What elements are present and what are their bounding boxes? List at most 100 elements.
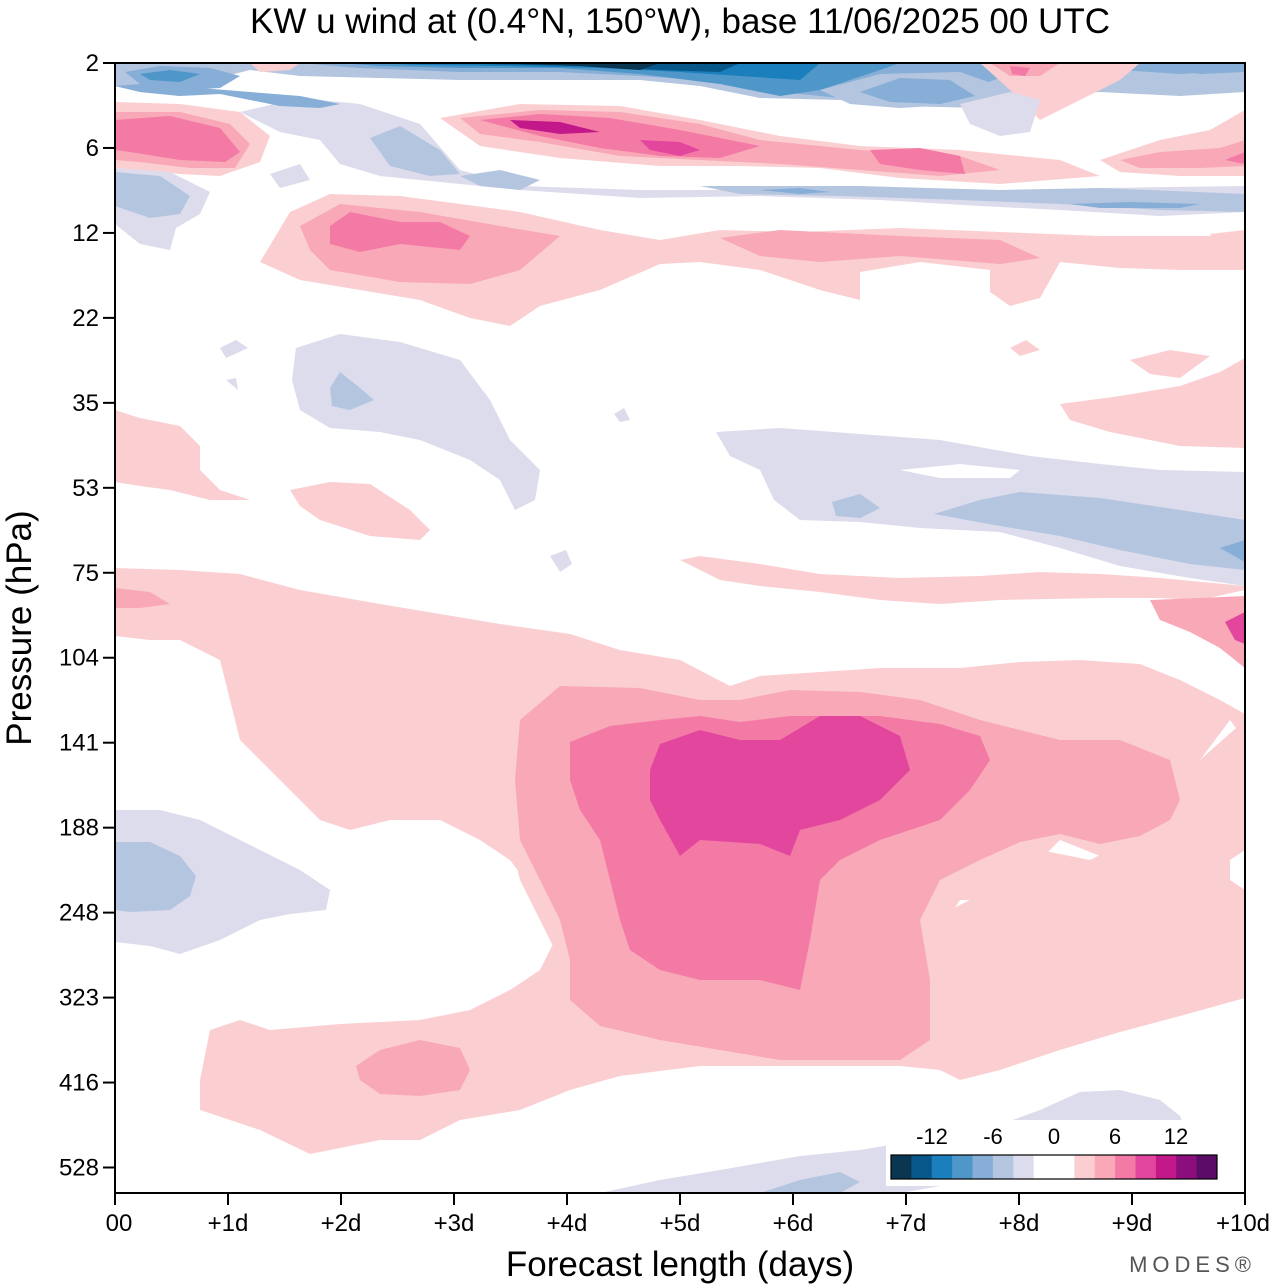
y-tick-label: 6 bbox=[86, 135, 99, 162]
contour-neg-topright-edge bbox=[1150, 63, 1245, 74]
y-axis: 2 6 12 22 35 53 75 104 141 188 248 323 416 528 bbox=[59, 50, 115, 1182]
y-tick-label: 141 bbox=[59, 730, 99, 757]
x-tick-label: 00 bbox=[106, 1210, 133, 1237]
contour-neg-30-2 bbox=[330, 372, 374, 410]
contour-pos-topright bbox=[980, 63, 1140, 120]
contour-neg-west-2 bbox=[115, 842, 196, 912]
contour-neg-topright-2 bbox=[860, 78, 975, 104]
x-tick-label: +10d bbox=[1216, 1210, 1270, 1237]
y-tick-label: 53 bbox=[72, 475, 99, 502]
y-tick-label: 248 bbox=[59, 900, 99, 927]
contour-pos-75-band-3 bbox=[1150, 596, 1245, 668]
y-tick-label: 416 bbox=[59, 1070, 99, 1097]
contour-pos-50 bbox=[290, 482, 430, 540]
contour-neg-bottom-2 bbox=[760, 1172, 860, 1193]
y-tick-label: 2 bbox=[86, 50, 99, 77]
colorbar-swatch bbox=[911, 1155, 933, 1179]
colorbar-swatch bbox=[1033, 1155, 1055, 1179]
colorbar-swatches bbox=[891, 1155, 1218, 1179]
modes-logo: MODES® bbox=[1129, 1252, 1256, 1277]
colorbar-swatch bbox=[1135, 1155, 1157, 1179]
contour-pos-right-6hPa-2 bbox=[1120, 140, 1245, 168]
colorbar-swatch bbox=[1074, 1155, 1096, 1179]
contour-pos-strat-core-2 bbox=[640, 140, 700, 156]
colorbar: -12 -6 0 6 12 bbox=[886, 1120, 1224, 1186]
colorbar-swatch bbox=[1155, 1155, 1177, 1179]
contour-neg-small-2 bbox=[226, 378, 238, 390]
colorbar-tick-label: -6 bbox=[983, 1124, 1003, 1149]
contour-neg-band2-mid-2 bbox=[370, 126, 460, 176]
x-tick-label: +2d bbox=[321, 1210, 362, 1237]
x-tick-label: +6d bbox=[773, 1210, 814, 1237]
contour-pos-core-4 bbox=[650, 716, 910, 856]
contour-neg-top-line bbox=[115, 84, 340, 108]
x-tick-label: +1d bbox=[208, 1210, 249, 1237]
contour-neg-top-dip-2 bbox=[270, 164, 310, 188]
colorbar-swatch bbox=[952, 1155, 973, 1179]
contour-pos-strat-band-3 bbox=[115, 116, 240, 162]
y-tick-label: 75 bbox=[72, 560, 99, 587]
colorbar-swatch bbox=[972, 1155, 994, 1179]
contour-pos-12-outer bbox=[260, 194, 1245, 326]
contour-neg-band2-east-3 bbox=[760, 188, 830, 194]
contour-neg-east-3 bbox=[832, 494, 880, 518]
contour-neg-band2-mid-3 bbox=[460, 170, 540, 190]
contour-pos-strat-core bbox=[510, 120, 600, 134]
contour-pos-strat-mid-4 bbox=[870, 148, 965, 174]
contour-pos-75-band-4 bbox=[1225, 612, 1245, 644]
x-tick-label: +9d bbox=[1112, 1210, 1153, 1237]
colorbar-swatch bbox=[891, 1155, 912, 1179]
contour-pos-12-right bbox=[1210, 230, 1245, 250]
contour-neg-topleft-2 bbox=[140, 70, 200, 82]
contour-neg-west-outer bbox=[115, 810, 330, 954]
contour-pos-core-outer bbox=[200, 720, 1245, 1154]
contour-neg-small-1 bbox=[220, 340, 248, 358]
colorbar-swatch bbox=[1196, 1155, 1218, 1179]
contour-neg-east-4 bbox=[1220, 540, 1245, 562]
contour-neg-top-5 bbox=[400, 63, 740, 72]
contour-neg-top-6 bbox=[440, 63, 660, 70]
colorbar-swatch bbox=[992, 1155, 1014, 1179]
x-tick-label: +8d bbox=[999, 1210, 1040, 1237]
y-tick-label: 528 bbox=[59, 1155, 99, 1182]
colorbar-swatch bbox=[1013, 1155, 1035, 1179]
contour-pos-strat-outer bbox=[250, 63, 300, 72]
contour-pos-416 bbox=[356, 1040, 470, 1096]
contour-neg-top-dip bbox=[960, 92, 1040, 136]
contour-neg-band2-2 bbox=[115, 172, 190, 218]
colorbar-swatch bbox=[1176, 1155, 1198, 1179]
chart-title: KW u wind at (0.4°N, 150°W), base 11/06/… bbox=[250, 2, 1110, 41]
x-axis: 00 +1d +2d +3d +4d +5d +6d +7d +8d +9d +10d bbox=[106, 1193, 1270, 1237]
contour-pos-75-band-2 bbox=[115, 588, 170, 608]
colorbar-swatch bbox=[1115, 1155, 1136, 1179]
x-tick-label: +3d bbox=[434, 1210, 475, 1237]
contour-pos-right-35 bbox=[1060, 358, 1245, 448]
contour-pos-right-35-top bbox=[1130, 350, 1210, 378]
y-tick-label: 104 bbox=[59, 645, 99, 672]
contour-pos-right-dot bbox=[1010, 340, 1040, 356]
contour-pos-12-east bbox=[720, 230, 1040, 264]
colorbar-swatch bbox=[1094, 1155, 1116, 1179]
colorbar-tick-label: 12 bbox=[1164, 1124, 1188, 1149]
contour-neg-east-white bbox=[900, 464, 1020, 478]
contour-pos-12-3 bbox=[330, 212, 470, 252]
plot-area bbox=[114, 62, 1246, 1194]
y-tick-label: 22 bbox=[72, 305, 99, 332]
contour-pos-right-6hPa-3 bbox=[1225, 152, 1245, 164]
contour-pos-35-left bbox=[115, 410, 250, 500]
x-tick-label: +7d bbox=[886, 1210, 927, 1237]
y-tick-label: 188 bbox=[59, 815, 99, 842]
contour-neg-small-3 bbox=[614, 408, 630, 422]
contour-neg-small-4 bbox=[550, 550, 572, 572]
colorbar-frame bbox=[890, 1154, 1218, 1180]
contour-neg-30-outer bbox=[292, 334, 540, 510]
x-axis-label: Forecast length (days) bbox=[506, 1245, 854, 1284]
x-tick-label: +5d bbox=[660, 1210, 701, 1237]
x-tick-label: +4d bbox=[547, 1210, 588, 1237]
contour-neg-east-2 bbox=[934, 492, 1245, 570]
colorbar-swatch bbox=[931, 1155, 953, 1179]
contour-neg-band2-east-2 bbox=[1070, 202, 1200, 208]
y-tick-label: 35 bbox=[72, 390, 99, 417]
colorbar-tick-label: -12 bbox=[916, 1124, 948, 1149]
colorbar-tick-label: 0 bbox=[1048, 1124, 1060, 1149]
